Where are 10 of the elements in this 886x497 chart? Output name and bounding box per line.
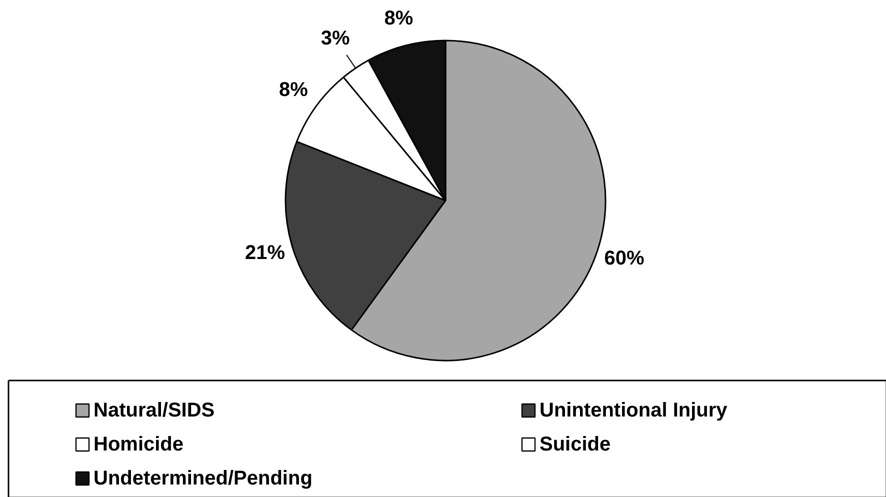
data-label: 3% <box>320 27 350 50</box>
data-label: 21% <box>244 242 286 264</box>
data-label: 8% <box>278 78 308 101</box>
data-label: 8% <box>384 7 414 30</box>
legend-label: Homicide <box>94 434 184 456</box>
legend-label: Natural/SIDS <box>94 400 215 422</box>
data-label: 60% <box>604 248 645 270</box>
legend-label: Undetermined/Pending <box>94 468 312 490</box>
legend-label: Unintentional Injury <box>540 400 728 422</box>
legend-label: Suicide <box>540 434 611 456</box>
